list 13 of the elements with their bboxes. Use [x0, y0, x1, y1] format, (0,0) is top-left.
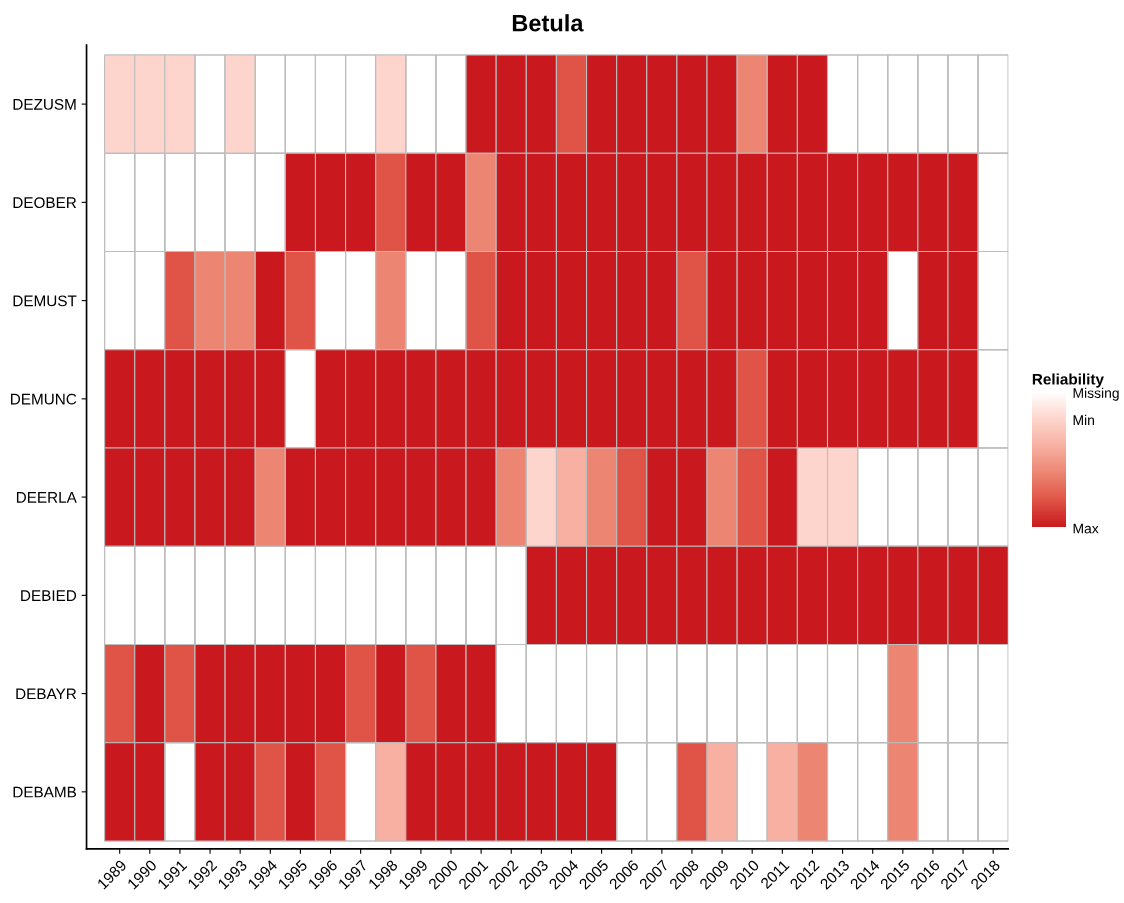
y-tick-label: DEBIED	[21, 590, 77, 601]
y-tick-label: DEBAYR	[16, 688, 77, 700]
color-bar-title: Reliability	[1032, 373, 1104, 388]
y-tick-label: DEMUNC	[11, 393, 77, 405]
color-bar-label: Max	[1073, 523, 1099, 534]
chart-title: Betula	[512, 14, 584, 32]
y-tick-label: DEOBER	[13, 197, 77, 209]
color-bar-label: Missing	[1073, 387, 1119, 401]
y-tick-label: DEMUST	[13, 295, 77, 307]
y-tick-label: DEZUSM	[13, 98, 76, 110]
y-tick-label: DEERLA	[16, 492, 77, 503]
y-tick-label: DEBAMB	[13, 786, 77, 798]
color-bar-label: Min	[1073, 414, 1094, 425]
